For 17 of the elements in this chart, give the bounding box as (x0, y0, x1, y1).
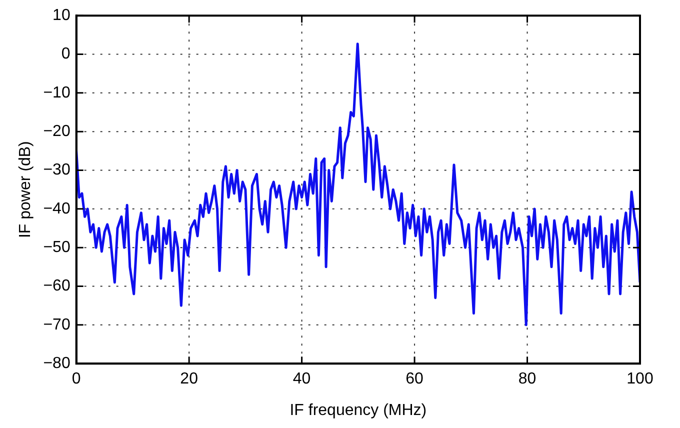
x-axis-title: IF frequency (MHz) (290, 402, 427, 419)
x-tick-label: 100 (626, 370, 654, 388)
y-tick-label: −40 (43, 200, 70, 218)
y-tick-label: 0 (61, 46, 70, 63)
y-tick-label: −60 (43, 278, 70, 295)
y-tick-label: 10 (52, 7, 70, 24)
y-axis-title: IF power (dB) (17, 141, 34, 238)
y-tick-label: −70 (43, 316, 70, 334)
x-tick-label: 40 (292, 370, 311, 388)
y-tick-label: −30 (43, 162, 70, 179)
y-tick-label: −10 (43, 84, 70, 102)
x-tick-label: 20 (180, 370, 198, 388)
x-tick-label: 80 (518, 370, 536, 388)
y-tick-label: −80 (43, 355, 70, 372)
y-tick-label: −50 (43, 239, 70, 256)
x-tick-label: 60 (406, 370, 424, 388)
y-tick-label: −20 (43, 123, 70, 140)
